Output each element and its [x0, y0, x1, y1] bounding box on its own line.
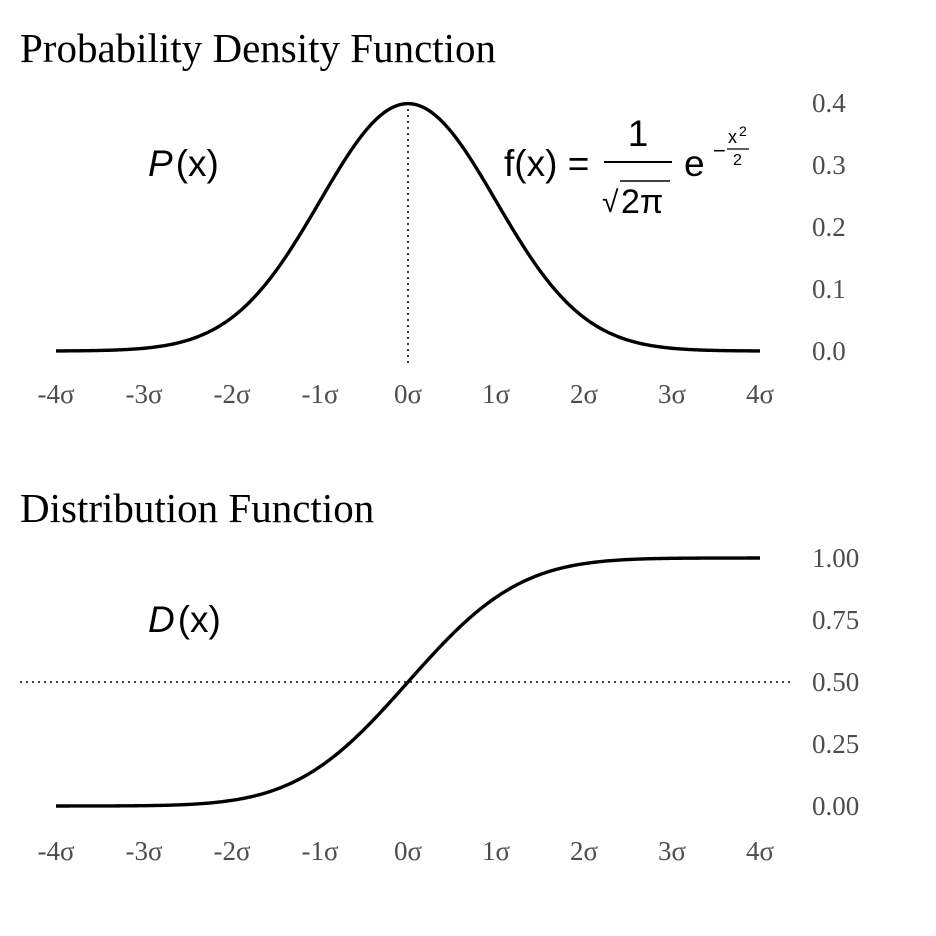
cdf-x-tick-label: 4σ — [746, 836, 775, 866]
cdf-panel: Distribution Function D(x) -4σ -3σ -2σ -1σ 0… — [20, 485, 859, 866]
cdf-x-tick-label: 3σ — [658, 836, 687, 866]
pdf-y-tick-label: 0.0 — [812, 336, 846, 366]
formula-radicand: 2π — [621, 183, 663, 221]
pdf-curve — [55, 101, 761, 353]
pdf-y-tick-labels: 0.0 0.1 0.2 0.3 0.4 — [812, 88, 846, 366]
formula-exp-num: x — [728, 127, 737, 147]
cdf-curve-label: D(x) — [148, 599, 221, 640]
cdf-y-tick-label: 0.00 — [812, 791, 859, 821]
cdf-x-tick-label: 1σ — [482, 836, 511, 866]
cdf-y-tick-labels: 0.00 0.25 0.50 0.75 1.00 — [812, 543, 859, 821]
cdf-x-tick-label: -4σ — [37, 836, 74, 866]
cdf-x-tick-label: -1σ — [301, 836, 338, 866]
pdf-y-tick-label: 0.4 — [812, 88, 846, 118]
pdf-curve-label: P(x) — [148, 143, 219, 184]
formula-exp-den: 2 — [733, 152, 742, 169]
cdf-y-tick-label: 0.25 — [812, 729, 859, 759]
pdf-x-tick-label: 4σ — [746, 379, 775, 409]
cdf-x-tick-label: 0σ — [394, 836, 423, 866]
pdf-formula: f(x) = 1 √ 2π e − x 2 2 — [504, 113, 749, 221]
cdf-x-tick-label: -3σ — [125, 836, 162, 866]
pdf-x-tick-label: 3σ — [658, 379, 687, 409]
cdf-y-tick-label: 1.00 — [812, 543, 859, 573]
pdf-x-tick-label: -3σ — [125, 379, 162, 409]
pdf-y-tick-label: 0.1 — [812, 274, 846, 304]
pdf-x-tick-label: -2σ — [213, 379, 250, 409]
cdf-curve-label-rest: (x) — [178, 599, 221, 640]
cdf-y-tick-label: 0.50 — [812, 667, 859, 697]
pdf-panel: Probability Density Function P(x) f(x) =… — [20, 25, 846, 409]
pdf-x-tick-label: 2σ — [570, 379, 599, 409]
formula-numerator: 1 — [628, 113, 649, 154]
pdf-x-tick-label: 1σ — [482, 379, 511, 409]
cdf-title: Distribution Function — [20, 485, 374, 531]
cdf-curve-label-italic: D — [148, 599, 175, 640]
pdf-x-tick-label: -1σ — [301, 379, 338, 409]
pdf-curve-label-rest: (x) — [176, 143, 219, 184]
cdf-y-tick-label: 0.75 — [812, 605, 859, 635]
pdf-y-tick-label: 0.3 — [812, 150, 846, 180]
formula-base: e — [684, 143, 705, 184]
pdf-y-tick-label: 0.2 — [812, 212, 846, 242]
pdf-x-tick-label: -4σ — [37, 379, 74, 409]
pdf-x-tick-labels: -4σ -3σ -2σ -1σ 0σ 1σ 2σ 3σ 4σ — [37, 379, 774, 409]
cdf-x-tick-labels: -4σ -3σ -2σ -1σ 0σ 1σ 2σ 3σ 4σ — [37, 836, 774, 866]
formula-exp-sign: − — [713, 138, 726, 163]
pdf-title: Probability Density Function — [20, 25, 496, 71]
formula-radical: √ — [602, 186, 619, 219]
cdf-curve — [56, 556, 760, 808]
pdf-curve-label-italic: P — [148, 143, 173, 184]
cdf-x-tick-label: 2σ — [570, 836, 599, 866]
formula-exp-pow: 2 — [739, 123, 747, 139]
formula-lhs: f(x) = — [504, 143, 589, 184]
cdf-x-tick-label: -2σ — [213, 836, 250, 866]
pdf-x-tick-label: 0σ — [394, 379, 423, 409]
